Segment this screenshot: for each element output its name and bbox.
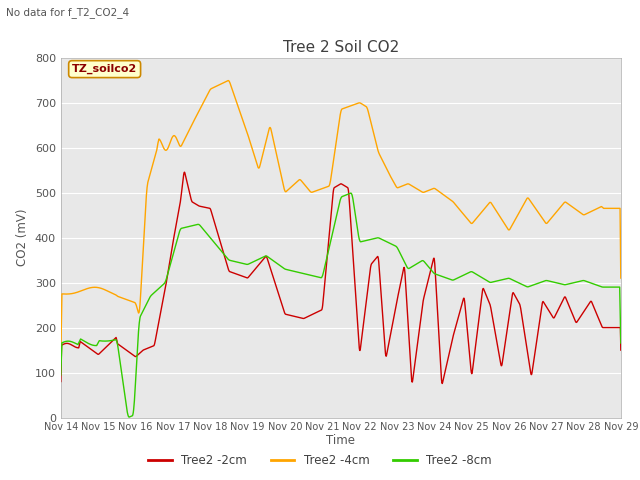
Y-axis label: CO2 (mV): CO2 (mV) — [16, 209, 29, 266]
Title: Tree 2 Soil CO2: Tree 2 Soil CO2 — [283, 40, 399, 55]
Legend: Tree2 -2cm, Tree2 -4cm, Tree2 -8cm: Tree2 -2cm, Tree2 -4cm, Tree2 -8cm — [143, 449, 497, 472]
Text: TZ_soilco2: TZ_soilco2 — [72, 64, 137, 74]
Text: No data for f_T2_CO2_4: No data for f_T2_CO2_4 — [6, 7, 129, 18]
X-axis label: Time: Time — [326, 434, 355, 447]
